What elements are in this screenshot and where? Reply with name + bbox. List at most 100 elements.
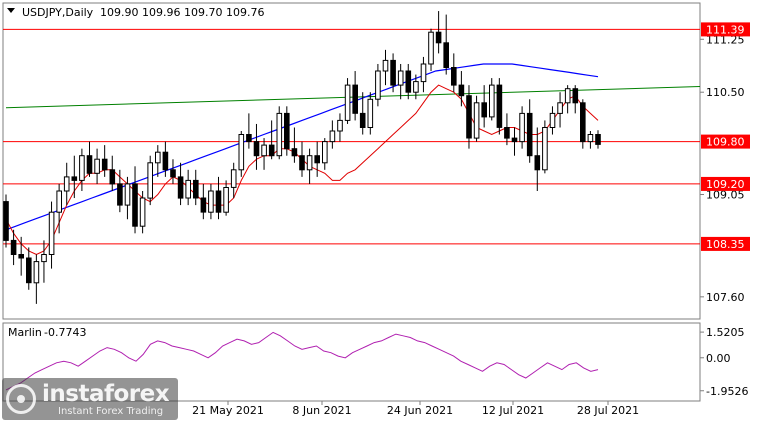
candle	[193, 169, 199, 206]
candle-body	[41, 254, 47, 263]
candle-body	[109, 169, 116, 185]
candle-body	[132, 183, 138, 227]
candle	[86, 141, 93, 177]
candle-body	[337, 119, 343, 132]
candle-body	[291, 148, 298, 157]
y-axis-labels: 111.25 110.50 109.05 107.60 1.5205 0.00 -1.952…	[706, 33, 748, 397]
chart-ohlc: 109.90 109.96 109.70 109.76	[100, 6, 264, 19]
x-tick-label: 21 May 2021	[192, 404, 264, 417]
candle	[375, 63, 381, 107]
candle	[322, 138, 328, 170]
x-tick-label: 8 Jun 2021	[292, 404, 351, 417]
level-price-label: 108.35	[706, 238, 745, 251]
candle	[41, 240, 47, 283]
candle	[390, 53, 396, 93]
candle-body	[564, 88, 571, 104]
collapse-triangle-icon[interactable]	[7, 8, 15, 13]
candle	[26, 247, 32, 290]
candle-body	[223, 187, 229, 213]
candle-body	[511, 137, 518, 143]
candle	[344, 78, 351, 124]
candle-body	[101, 158, 108, 171]
candle	[170, 159, 176, 184]
candle	[94, 148, 100, 184]
candle-body	[3, 201, 9, 241]
candle-body	[268, 144, 275, 157]
y-tick-label: 109.05	[706, 189, 745, 202]
candle	[246, 113, 252, 149]
candle	[215, 176, 222, 220]
candle-body	[595, 134, 601, 145]
candle	[299, 141, 305, 177]
candle-body	[230, 169, 237, 188]
candle-body	[542, 127, 548, 171]
level-price-label-bg	[701, 176, 750, 191]
candle	[261, 138, 267, 170]
candle-body	[359, 112, 366, 129]
level-price-label: 109.80	[706, 136, 745, 149]
candle	[367, 92, 374, 135]
candle-body	[63, 176, 70, 192]
candle-body	[322, 141, 328, 164]
candle-body	[413, 81, 419, 93]
candle-body	[549, 112, 556, 129]
x-tick-label: 12 Jul 2021	[482, 404, 544, 417]
candle-body	[580, 102, 586, 143]
candle-body	[443, 42, 449, 68]
candle-body	[177, 176, 184, 199]
candle-body	[519, 112, 525, 143]
candle	[587, 131, 594, 149]
candle	[329, 120, 336, 149]
candle	[526, 99, 533, 163]
candle-body	[504, 127, 510, 139]
candle	[458, 71, 465, 107]
grid-layer	[227, 38, 704, 405]
candle-body	[276, 112, 283, 157]
candle	[200, 183, 207, 220]
candle	[284, 106, 290, 156]
candle-body	[435, 31, 442, 44]
candle-body	[481, 102, 487, 118]
candle	[435, 11, 442, 54]
candle	[481, 85, 487, 128]
candle-body	[185, 179, 191, 199]
candle	[132, 166, 138, 234]
candle-body	[314, 155, 320, 164]
candle	[496, 78, 503, 135]
candle	[519, 106, 525, 149]
candle	[63, 162, 70, 206]
candle	[79, 148, 85, 191]
x-axis-labels: 21 May 2021 8 Jun 2021 24 Jun 2021 12 Jul 2…	[192, 404, 639, 417]
candle	[276, 106, 283, 160]
candle-body	[33, 261, 40, 284]
candle	[451, 53, 457, 93]
candle	[18, 236, 24, 276]
candle	[504, 113, 510, 146]
candle-body	[420, 63, 427, 83]
candle	[71, 155, 78, 199]
candle-body	[208, 190, 214, 213]
indicator-name: Marlin	[8, 326, 42, 339]
candle-body	[246, 134, 252, 143]
candle-body	[390, 59, 396, 86]
candle	[253, 123, 260, 170]
candle-body	[170, 169, 176, 178]
candle-body	[26, 257, 32, 284]
candle-body	[572, 88, 579, 104]
slow-ma-line	[5, 63, 599, 231]
candle	[534, 127, 541, 191]
instaforex-logo-icon	[6, 384, 36, 414]
candle-body	[124, 183, 131, 206]
candle-body	[473, 102, 480, 139]
candle	[580, 99, 586, 149]
candle-body	[253, 141, 260, 157]
candle	[291, 127, 298, 163]
watermark-logo: instaforex Instant Forex Trading	[2, 378, 178, 420]
candle	[238, 131, 245, 177]
candle	[177, 162, 184, 206]
candle-body	[344, 84, 351, 121]
watermark-brand: instaforex	[42, 381, 170, 407]
level-price-label-bg	[701, 236, 750, 251]
candle-body	[405, 70, 412, 93]
